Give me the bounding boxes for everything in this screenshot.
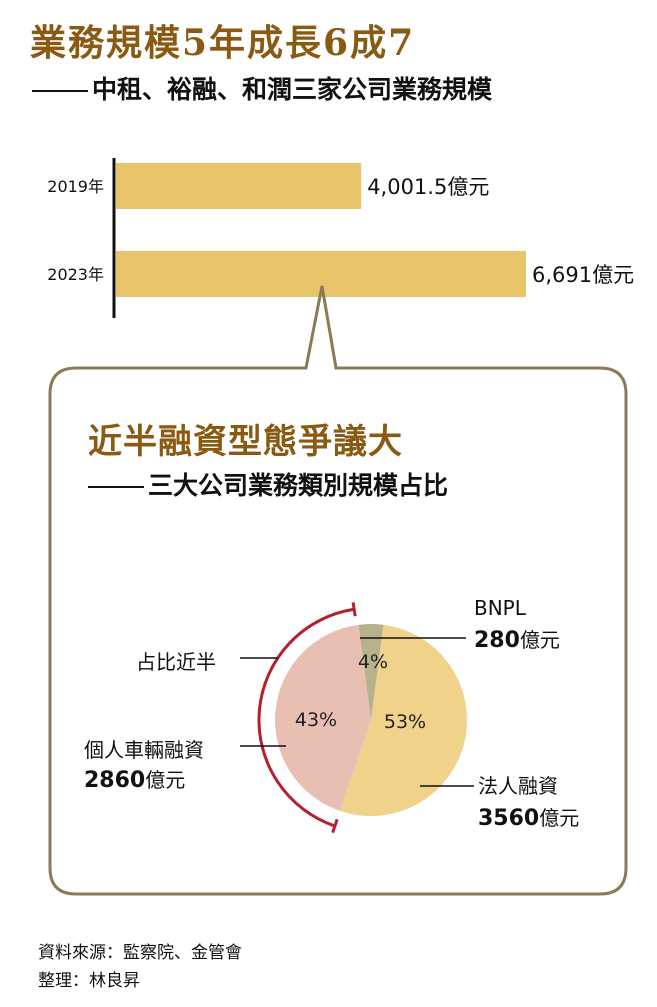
pie-percent-label-0: 53%: [384, 711, 426, 733]
vehicle-label: 個人車輛融資: [84, 738, 204, 762]
pie-slice-法人融資: [340, 624, 467, 816]
pie-subtitle: 三大公司業務類別規模占比: [88, 466, 448, 502]
pie-subtitle-text: 三大公司業務類別規模占比: [148, 471, 449, 500]
annotation-arc-cap-0: [331, 818, 339, 834]
bnpl-amount-value: 280: [474, 628, 520, 653]
bnpl-amount-unit: 億元: [519, 628, 560, 652]
page-subtitle: 中租、裕融、和潤三家公司業務規模: [32, 70, 492, 106]
bnpl-amount: 280億元: [474, 624, 560, 653]
annotation-arc-cap-1: [351, 602, 357, 617]
corporate-amount: 3560億元: [478, 802, 579, 831]
bar-1: [116, 251, 526, 297]
annotation-arc: [257, 607, 355, 828]
vehicle-amount-unit: 億元: [145, 768, 186, 792]
bar-category-label-1: 2023年: [47, 265, 104, 284]
annotation-label: 占比近半: [136, 650, 216, 674]
source-note: 資料來源：監察院、金管會: [38, 943, 242, 963]
pie-percent-label-2: 4%: [358, 651, 388, 673]
pie-percent-label-1: 43%: [295, 709, 337, 731]
bar-value-label-1: 6,691億元: [532, 263, 634, 287]
subtitle-dash: [32, 90, 88, 92]
pie-subtitle-dash: [88, 486, 144, 488]
pie-slice-個人車輛融資: [274, 624, 371, 811]
bar-category-label-0: 2019年: [47, 177, 104, 196]
editor-note: 整理：林良昇: [38, 971, 140, 991]
bar-0: [116, 163, 362, 209]
corporate-amount-unit: 億元: [539, 806, 580, 830]
pie-slice-BNPL: [358, 623, 384, 720]
corporate-label: 法人融資: [478, 774, 558, 798]
vehicle-amount-value: 2860: [84, 768, 146, 793]
subtitle-text: 中租、裕融、和潤三家公司業務規模: [92, 75, 493, 104]
pie-title: 近半融資型態爭議大: [88, 422, 403, 462]
bnpl-label: BNPL: [474, 596, 526, 620]
bar-value-label-0: 4,001.5億元: [367, 175, 489, 199]
bar-chart: 2019年 4,001.5億元 2023年 6,691億元: [47, 158, 634, 318]
page-title: 業務規模5年成長6成7: [30, 22, 416, 64]
vehicle-amount: 2860億元: [84, 764, 185, 793]
corporate-amount-value: 3560: [478, 806, 540, 831]
